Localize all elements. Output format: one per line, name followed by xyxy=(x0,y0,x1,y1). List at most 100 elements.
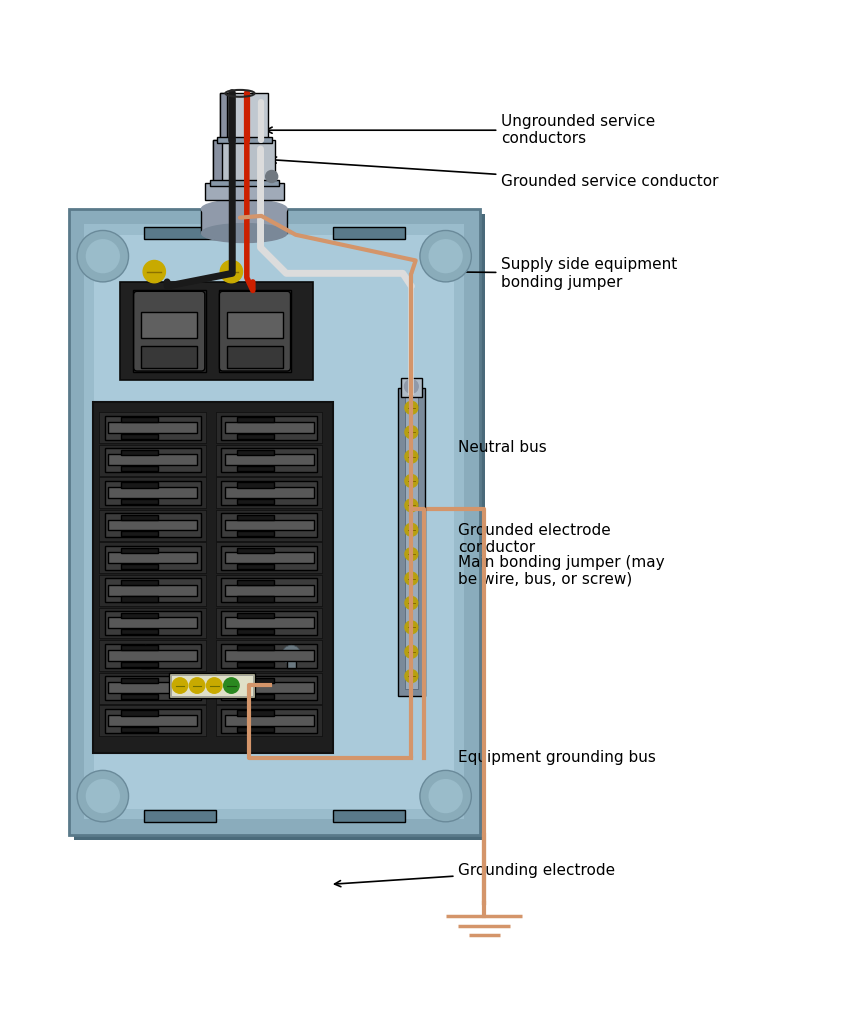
FancyBboxPatch shape xyxy=(99,673,206,703)
Circle shape xyxy=(405,523,417,536)
FancyBboxPatch shape xyxy=(221,415,317,440)
FancyBboxPatch shape xyxy=(99,445,206,475)
FancyBboxPatch shape xyxy=(213,140,275,183)
FancyBboxPatch shape xyxy=(225,454,314,465)
FancyBboxPatch shape xyxy=(121,597,158,602)
Circle shape xyxy=(86,239,120,273)
Circle shape xyxy=(282,645,301,664)
FancyBboxPatch shape xyxy=(105,546,201,570)
FancyBboxPatch shape xyxy=(108,584,197,596)
FancyBboxPatch shape xyxy=(121,580,158,585)
FancyBboxPatch shape xyxy=(99,608,206,638)
Circle shape xyxy=(420,230,471,282)
Circle shape xyxy=(405,450,417,463)
Text: Grounded service conductor: Grounded service conductor xyxy=(270,157,719,189)
FancyBboxPatch shape xyxy=(333,227,405,239)
Circle shape xyxy=(405,548,417,561)
FancyBboxPatch shape xyxy=(99,705,206,736)
FancyBboxPatch shape xyxy=(225,487,314,498)
Circle shape xyxy=(405,645,417,659)
Circle shape xyxy=(405,380,418,393)
FancyBboxPatch shape xyxy=(121,629,158,634)
Circle shape xyxy=(224,678,239,693)
Text: Neutral bus: Neutral bus xyxy=(337,440,548,455)
FancyBboxPatch shape xyxy=(237,434,274,439)
FancyBboxPatch shape xyxy=(74,214,485,840)
Circle shape xyxy=(405,474,417,488)
Circle shape xyxy=(405,499,417,512)
FancyBboxPatch shape xyxy=(216,608,322,638)
FancyBboxPatch shape xyxy=(105,709,201,733)
Text: Equipment grounding bus: Equipment grounding bus xyxy=(234,750,656,771)
FancyBboxPatch shape xyxy=(121,711,158,716)
Ellipse shape xyxy=(201,224,287,242)
FancyBboxPatch shape xyxy=(237,580,274,585)
FancyBboxPatch shape xyxy=(108,519,197,530)
Ellipse shape xyxy=(201,200,287,219)
FancyBboxPatch shape xyxy=(108,552,197,563)
FancyBboxPatch shape xyxy=(99,575,206,606)
FancyBboxPatch shape xyxy=(225,519,314,530)
FancyBboxPatch shape xyxy=(121,499,158,504)
FancyBboxPatch shape xyxy=(99,510,206,541)
FancyBboxPatch shape xyxy=(405,395,418,689)
Text: Grounding electrode: Grounding electrode xyxy=(334,863,615,887)
Circle shape xyxy=(86,779,120,813)
FancyBboxPatch shape xyxy=(108,649,197,661)
FancyBboxPatch shape xyxy=(121,515,158,520)
FancyBboxPatch shape xyxy=(237,548,274,553)
FancyBboxPatch shape xyxy=(237,597,274,602)
FancyBboxPatch shape xyxy=(216,510,322,541)
FancyBboxPatch shape xyxy=(105,415,201,440)
FancyBboxPatch shape xyxy=(287,654,296,668)
Circle shape xyxy=(189,678,205,693)
FancyBboxPatch shape xyxy=(237,515,274,520)
FancyBboxPatch shape xyxy=(69,209,480,835)
FancyBboxPatch shape xyxy=(144,809,216,822)
FancyBboxPatch shape xyxy=(221,643,317,668)
Circle shape xyxy=(428,239,463,273)
FancyBboxPatch shape xyxy=(99,477,206,508)
FancyBboxPatch shape xyxy=(141,654,150,668)
FancyBboxPatch shape xyxy=(219,290,291,372)
FancyBboxPatch shape xyxy=(105,480,201,505)
Circle shape xyxy=(266,170,278,182)
FancyBboxPatch shape xyxy=(225,682,314,693)
FancyBboxPatch shape xyxy=(134,291,205,371)
FancyBboxPatch shape xyxy=(99,543,206,573)
FancyBboxPatch shape xyxy=(121,613,158,618)
FancyBboxPatch shape xyxy=(144,227,216,239)
FancyBboxPatch shape xyxy=(108,421,197,433)
FancyBboxPatch shape xyxy=(225,617,314,628)
Circle shape xyxy=(405,426,417,439)
FancyBboxPatch shape xyxy=(121,417,158,422)
FancyBboxPatch shape xyxy=(121,434,158,439)
Circle shape xyxy=(77,230,129,282)
FancyBboxPatch shape xyxy=(108,454,197,465)
FancyBboxPatch shape xyxy=(237,711,274,716)
FancyBboxPatch shape xyxy=(121,450,158,455)
FancyBboxPatch shape xyxy=(333,809,405,822)
Text: Supply side equipment
bonding jumper: Supply side equipment bonding jumper xyxy=(334,258,678,289)
FancyBboxPatch shape xyxy=(216,543,322,573)
FancyBboxPatch shape xyxy=(225,584,314,596)
FancyBboxPatch shape xyxy=(221,676,317,700)
FancyBboxPatch shape xyxy=(217,137,272,144)
FancyBboxPatch shape xyxy=(216,705,322,736)
FancyBboxPatch shape xyxy=(227,312,283,338)
FancyBboxPatch shape xyxy=(237,678,274,683)
FancyBboxPatch shape xyxy=(141,346,197,367)
FancyBboxPatch shape xyxy=(398,388,425,696)
Circle shape xyxy=(405,597,417,610)
Circle shape xyxy=(136,645,155,664)
FancyBboxPatch shape xyxy=(237,499,274,504)
FancyBboxPatch shape xyxy=(201,209,287,233)
FancyBboxPatch shape xyxy=(237,629,274,634)
FancyBboxPatch shape xyxy=(105,578,201,603)
FancyBboxPatch shape xyxy=(213,140,222,183)
FancyBboxPatch shape xyxy=(121,483,158,488)
FancyBboxPatch shape xyxy=(105,643,201,668)
FancyBboxPatch shape xyxy=(216,673,322,703)
FancyBboxPatch shape xyxy=(84,225,464,819)
FancyBboxPatch shape xyxy=(121,662,158,667)
